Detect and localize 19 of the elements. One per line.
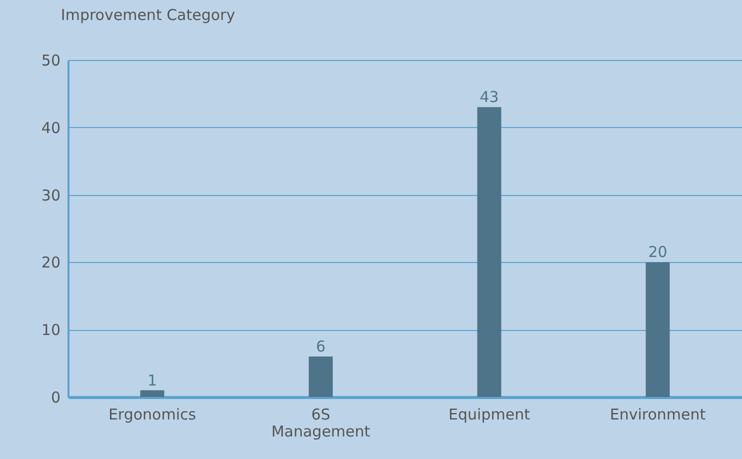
- x-tick-label: Ergonomics: [108, 406, 196, 424]
- y-tick-label: 40: [41, 118, 60, 137]
- x-tick-label: 6S Management: [271, 406, 370, 440]
- chart-title: Improvement Category: [60, 6, 236, 24]
- x-tick-label: Equipment: [448, 406, 530, 424]
- data-label: 6: [316, 338, 326, 356]
- data-label: 43: [480, 88, 499, 106]
- bar: [477, 107, 502, 397]
- bar: [646, 262, 670, 397]
- data-label: 20: [648, 243, 668, 262]
- y-tick-label: 0: [50, 388, 60, 406]
- y-tick-label: 10: [41, 321, 60, 340]
- x-tick-label: Environment: [610, 406, 706, 424]
- y-tick-label: 20: [41, 254, 60, 272]
- bar: [140, 390, 164, 397]
- y-tick-label: 50: [41, 52, 60, 70]
- bar: [308, 356, 333, 397]
- data-label: 1: [147, 371, 158, 390]
- y-tick-label: 30: [41, 186, 60, 204]
